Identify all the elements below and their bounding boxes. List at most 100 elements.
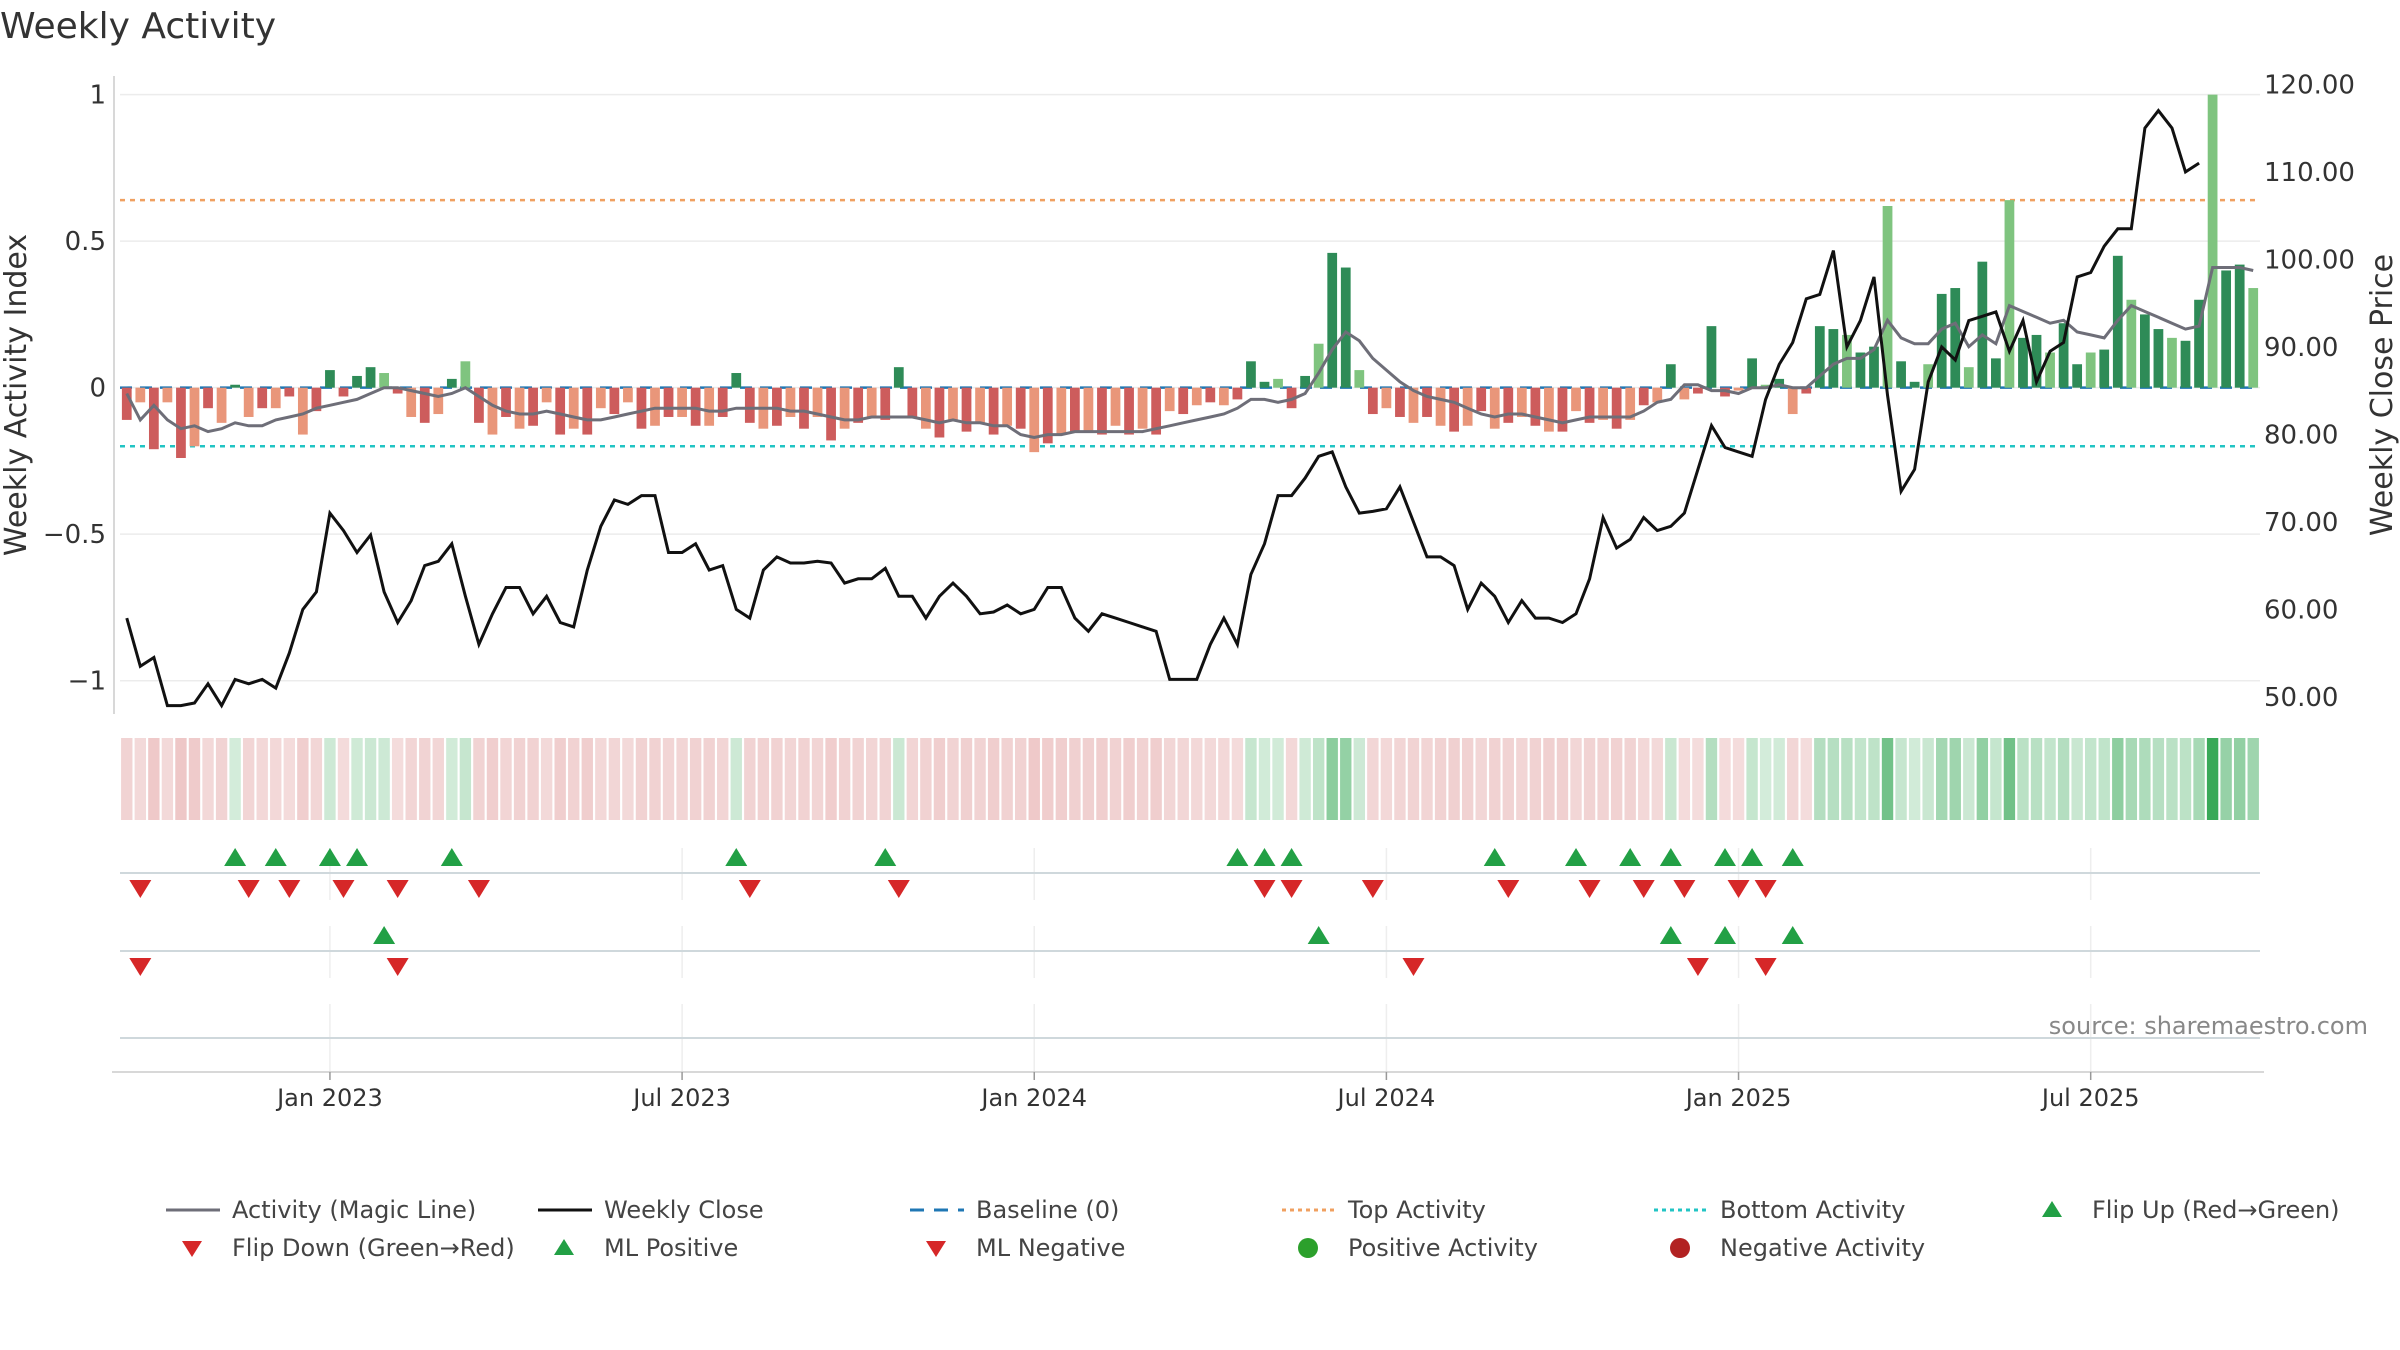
heat-cell (2179, 738, 2192, 820)
heat-cell (649, 738, 661, 820)
activity-bar (1476, 387, 1487, 412)
legend-symbol-icon (160, 1198, 224, 1222)
activity-bar (1300, 375, 1311, 388)
x-axis: Jan 2023 Jul 2023 Jan 2024 Jul 2024 Jan 2025… (112, 1071, 2264, 1112)
weekly-close-series (125, 108, 2200, 709)
heat-cell (161, 738, 174, 820)
flip-up-marker (1619, 848, 1642, 866)
heat-cell (1854, 738, 1867, 820)
heat-cell (608, 738, 621, 820)
activity-bar (352, 375, 362, 388)
heat-cell (2017, 738, 2029, 820)
activity-bar (135, 387, 146, 403)
heat-cell (1204, 738, 1217, 820)
flip-down-marker (467, 880, 490, 898)
legend-symbol-icon (1276, 1198, 1340, 1222)
heat-cell (2044, 738, 2056, 820)
heat-cell (987, 738, 1000, 820)
heat-cell (1312, 738, 1325, 820)
legend-label: ML Positive (604, 1234, 739, 1262)
legend-label: Bottom Activity (1720, 1196, 1906, 1224)
y2-tick-label: 50.00 (2264, 683, 2338, 713)
legend-item: ML Positive (532, 1234, 738, 1262)
activity-bar (1259, 381, 1270, 388)
flip-up-marker (318, 848, 341, 866)
activity-bar (1422, 387, 1432, 417)
activity-bar (1665, 364, 1676, 388)
activity-bar (1015, 387, 1026, 429)
y-tick-label: 0 (89, 374, 106, 404)
heat-cell (2166, 738, 2178, 820)
activity-bar (1381, 387, 1392, 409)
flip-down-marker (332, 880, 355, 898)
legend-item: Positive Activity (1276, 1234, 1538, 1262)
activity-bar (907, 387, 918, 417)
heat-cell (730, 738, 742, 820)
activity-bar (866, 387, 877, 417)
activity-bar (812, 387, 823, 417)
legend-item: Flip Down (Green→Red) (160, 1234, 515, 1262)
heat-cell (1380, 738, 1393, 820)
activity-bar (1896, 361, 1906, 388)
heat-cell (202, 738, 214, 820)
ml-positive-marker (1714, 926, 1736, 944)
x-tick-label: Jan 2025 (1684, 1084, 1792, 1112)
heat-cell (297, 738, 309, 820)
legend-item: Bottom Activity (1648, 1196, 1905, 1224)
flip-up-marker (346, 848, 369, 866)
activity-bar (2058, 323, 2069, 388)
heat-cell (703, 738, 715, 820)
heat-cell (1543, 738, 1555, 820)
activity-bars (121, 94, 2259, 458)
activity-bar (203, 387, 213, 409)
heat-cell (1556, 738, 1569, 820)
heat-cell (1976, 738, 1989, 820)
x-tick-label: Jul 2024 (1336, 1084, 1436, 1112)
heat-cell (1177, 738, 1189, 820)
activity-bar (555, 387, 566, 435)
legend-item: Flip Up (Red→Green) (2020, 1196, 2340, 1224)
activity-bar (1571, 387, 1581, 412)
activity-bar (1449, 387, 1459, 432)
flip-down-marker (1632, 880, 1655, 898)
legend-label: Baseline (0) (976, 1196, 1120, 1224)
activity-bar (419, 387, 430, 423)
heat-cell (1136, 738, 1149, 820)
activity-bar (1395, 387, 1405, 417)
heat-cell (1814, 738, 1826, 820)
activity-bar (1869, 346, 1879, 388)
activity-bar (2072, 364, 2083, 388)
legend-symbol-icon (904, 1198, 968, 1222)
activity-bar (1191, 387, 1202, 406)
activity-bar (365, 367, 376, 388)
heat-cell (1109, 738, 1122, 820)
heat-cell (2030, 738, 2043, 820)
activity-bar (1611, 387, 1622, 429)
flip-down-marker (1497, 880, 1520, 898)
activity-bar (1273, 378, 1283, 388)
x-tick-label: Jan 2023 (275, 1084, 383, 1112)
x-tick-label: Jul 2023 (631, 1084, 731, 1112)
y2-tick-label: 110.00 (2264, 158, 2355, 188)
y-axis-right: 120.00 110.00 100.00 90.00 80.00 70.00 60.00 50… (2264, 70, 2355, 713)
activity-bar (2207, 94, 2218, 388)
heat-cell (852, 738, 864, 820)
activity-bar (1124, 387, 1134, 435)
ml-negative-marker (1754, 958, 1777, 976)
legend-symbol-icon (2020, 1198, 2084, 1222)
heat-cell (1421, 738, 1433, 820)
heat-cell (2139, 738, 2151, 820)
legend-label: ML Negative (976, 1234, 1126, 1262)
activity-bar (392, 387, 403, 394)
heat-cell (1367, 738, 1379, 820)
heat-cell (1001, 738, 1013, 820)
y2-axis-label: Weekly Close Price (2365, 254, 2400, 536)
activity-bar (1313, 343, 1324, 388)
legend-label: Positive Activity (1348, 1234, 1538, 1262)
heat-cell (1516, 738, 1528, 820)
activity-bar (988, 387, 999, 435)
x-tick-label: Jan 2024 (979, 1084, 1087, 1112)
legend-symbol-icon (1648, 1198, 1712, 1222)
heat-cell (1638, 738, 1650, 820)
y-axis-label: Weekly Activity Index (0, 234, 34, 556)
